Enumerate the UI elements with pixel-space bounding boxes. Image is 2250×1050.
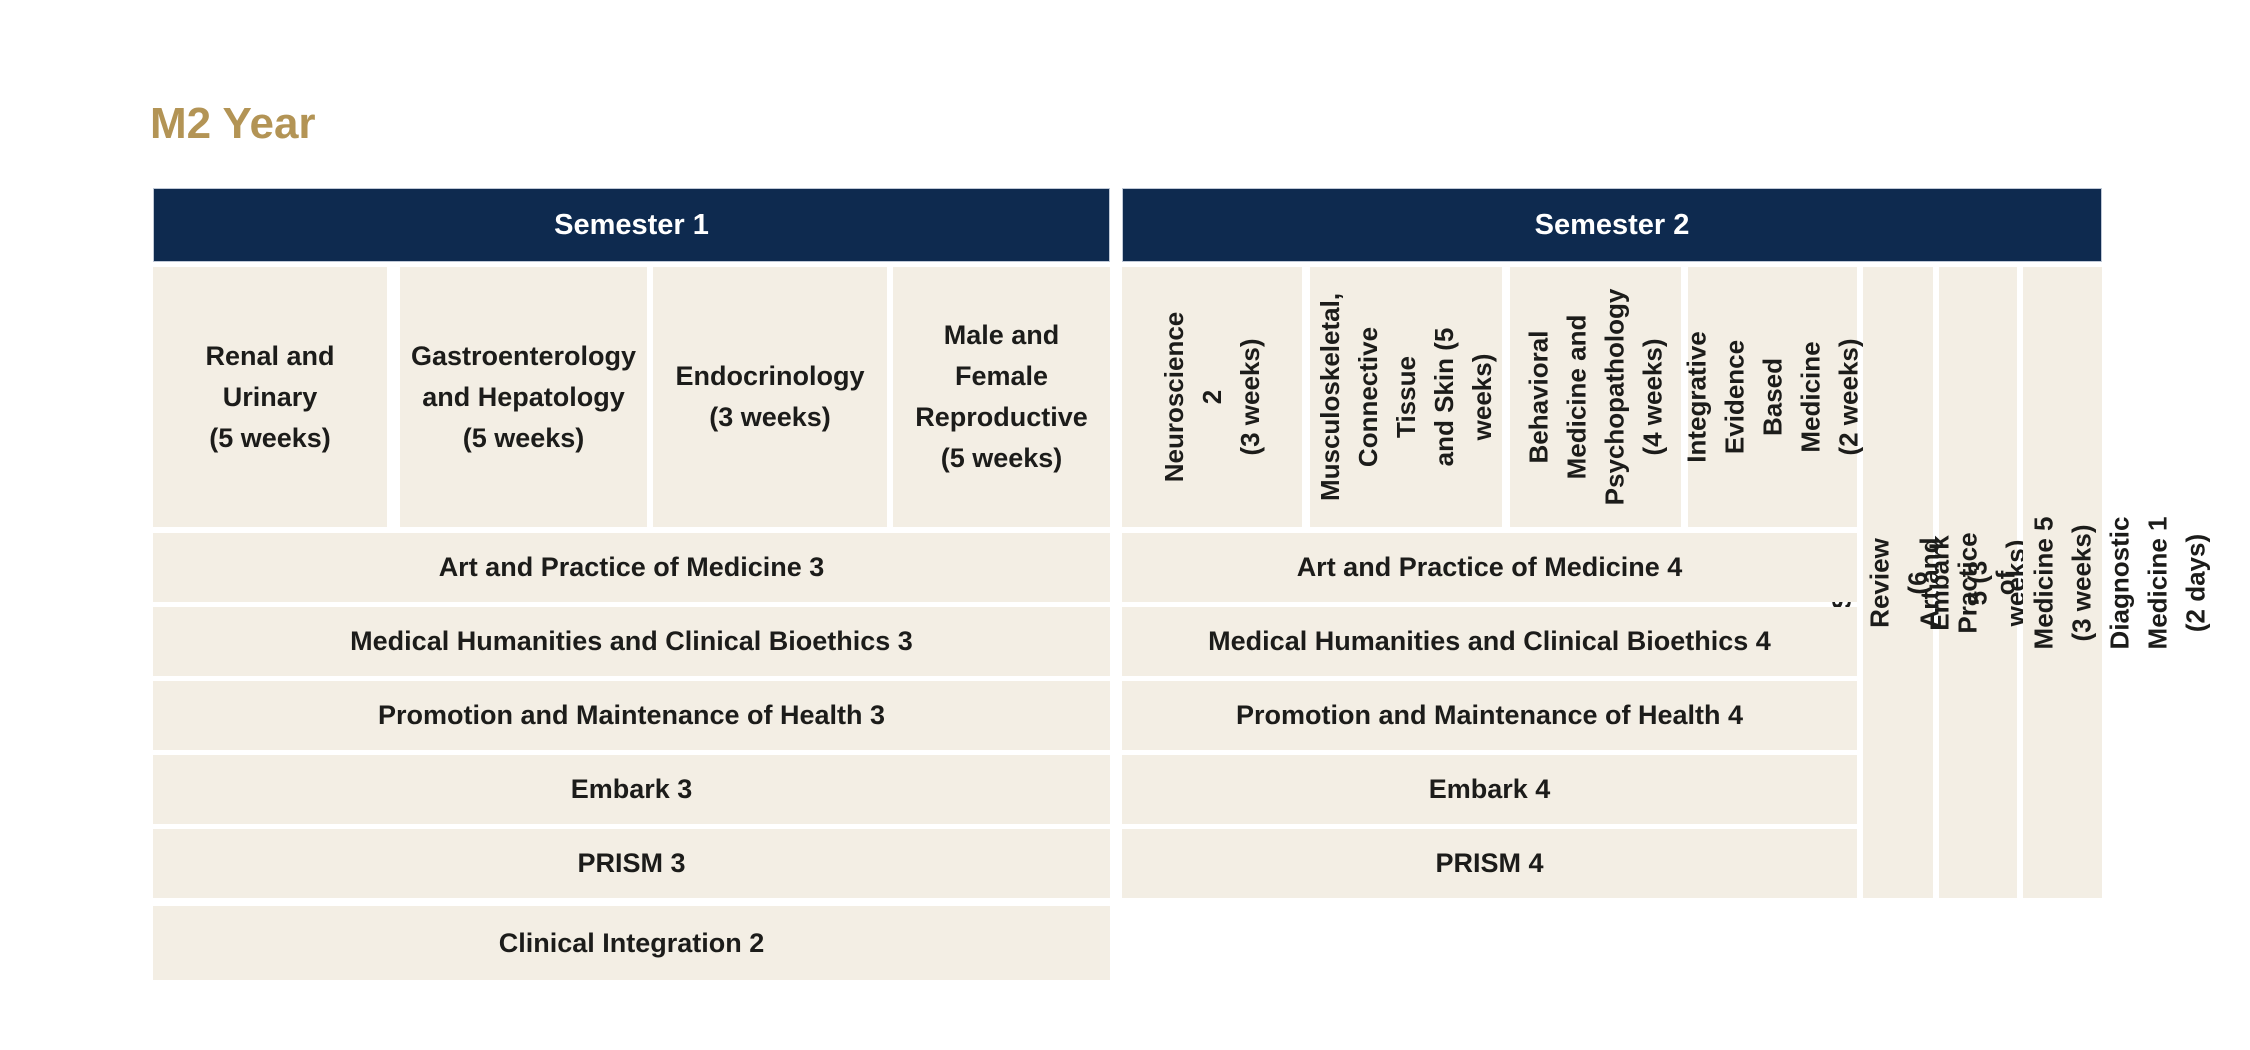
row-promotion-and-maintenance-of-health-4: Promotion and Maintenance of Health 4 (1122, 681, 1857, 750)
row-medical-humanities-and-clinical-bioethics-3: Medical Humanities and Clinical Bioethic… (153, 607, 1110, 676)
course-cell-gastroenterology-and-hepatology: Gastroenterology and Hepatology (5 weeks… (400, 267, 647, 527)
rotated-label: Behavioral Medicine and Psychopathology … (1523, 288, 1668, 506)
course-cell-behavioral-medicine-and-psychopathology: Behavioral Medicine and Psychopathology … (1510, 267, 1681, 527)
column-embark-5: Embark 5 (3 weeks) (1925, 267, 2031, 898)
row-art-and-practice-of-medicine-4: Art and Practice of Medicine 4 (1122, 533, 1857, 602)
row-art-and-practice-of-medicine-3: Art and Practice of Medicine 3 (153, 533, 1110, 602)
row-clinical-integration-2: Clinical Integration 2 (153, 906, 1110, 980)
rotated-label: Musculoskeletal, Connective Tissue and S… (1315, 292, 1498, 502)
course-cell-endocrinology: Endocrinology (3 weeks) (653, 267, 887, 527)
course-cell-male-and-female-reproductive: Male and Female Reproductive (5 weeks) (893, 267, 1110, 527)
row-embark-3: Embark 3 (153, 755, 1110, 824)
row-prism-3: PRISM 3 (153, 829, 1110, 898)
row-prism-4: PRISM 4 (1122, 829, 1857, 898)
row-medical-humanities-and-clinical-bioethics-4: Medical Humanities and Clinical Bioethic… (1122, 607, 1857, 676)
course-cell-renal-and-urinary: Renal and Urinary (5 weeks) (153, 267, 387, 527)
semester2-header: Semester 2 (1122, 188, 2102, 262)
rotated-label: Art and Practice of Medicine 5 (3 weeks)… (1914, 516, 2211, 649)
course-cell-integrative-evidence-based-medicine: Integrative Evidence Based Medicine (2 w… (1682, 267, 1864, 527)
column-art-and-practice-of-medicine-5-diagnostic-medicine-1: Art and Practice of Medicine 5 (3 weeks)… (1915, 267, 2211, 898)
row-embark-4: Embark 4 (1122, 755, 1857, 824)
row-promotion-and-maintenance-of-health-3: Promotion and Maintenance of Health 3 (153, 681, 1110, 750)
column-usmle-review: USMLE Review (6 weeks) (1826, 267, 1970, 898)
rotated-label: Integrative Evidence Based Medicine (2 w… (1681, 331, 1864, 463)
course-cell-neuroscience-2: Neuroscience 2 (3 weeks) (1122, 267, 1302, 527)
page-title: M2 Year (150, 99, 316, 148)
course-cell-musculoskeletal-connective-tissue-and-skin: Musculoskeletal, Connective Tissue and S… (1310, 267, 1502, 527)
rotated-label: Neuroscience 2 (3 weeks) (1159, 311, 1265, 483)
semester1-header: Semester 1 (153, 188, 1110, 262)
